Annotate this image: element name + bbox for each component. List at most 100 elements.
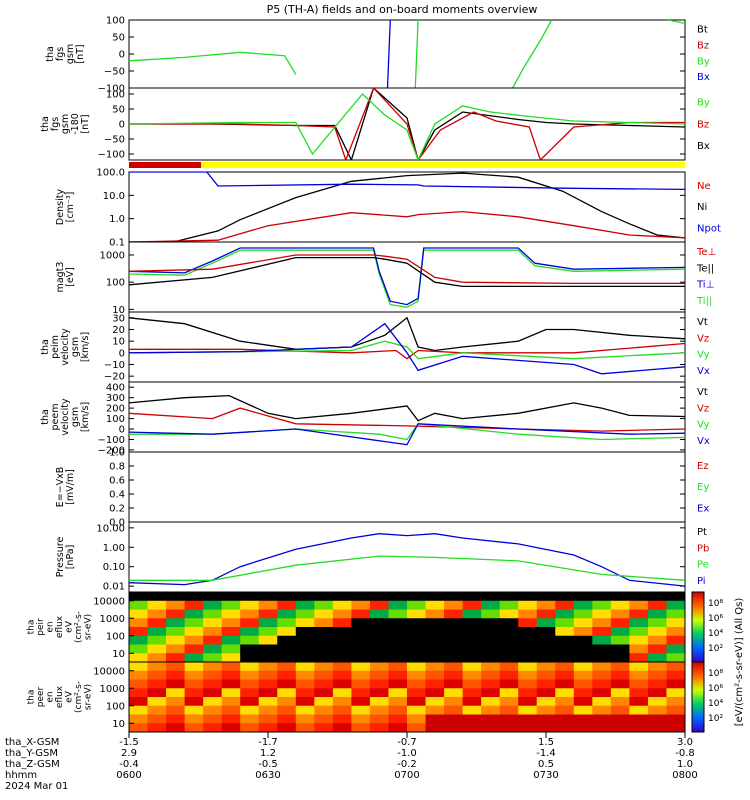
spectrogram-cell [203, 705, 223, 715]
spectrogram-cell [592, 697, 612, 707]
y-tick-label: −20 [104, 372, 125, 383]
spectrogram-cell [499, 697, 519, 707]
spectrogram-cell [166, 618, 186, 628]
spectrogram-cell [629, 592, 649, 602]
spectrogram-cell [369, 679, 389, 689]
spectrogram-cell [166, 592, 186, 602]
y-tick-label: −10 [104, 360, 125, 371]
y-axis-label: magt3 [55, 262, 66, 293]
spectrogram-cell [221, 644, 241, 654]
spectrogram-cell [369, 723, 389, 733]
legend-Ni: Ni [697, 202, 707, 213]
spectrogram-cell [499, 627, 519, 637]
spectrogram-cell [203, 627, 223, 637]
spectrogram-cell [203, 644, 223, 654]
y-tick-label: 300 [106, 393, 125, 404]
spectrogram-cell [481, 662, 501, 672]
spectrogram-cell [629, 688, 649, 698]
y-axis-label: gsm [65, 44, 76, 64]
y-axis-label: velocity [60, 398, 71, 436]
spectrogram-cell [407, 662, 427, 672]
series-group-pressure [129, 533, 685, 587]
spectrogram-cell [555, 662, 575, 672]
spectrogram-cell [610, 644, 630, 654]
spectrogram-cell [629, 714, 649, 724]
spectrogram-cell [184, 670, 204, 680]
spectrogram-cell [203, 714, 223, 724]
spectrogram-cell [332, 618, 352, 628]
spectrogram-cell [369, 627, 389, 637]
series-line-Bz [414, 20, 419, 88]
spectrogram-cell [203, 618, 223, 628]
spectrogram-cell [536, 670, 556, 680]
spectrogram-cell [536, 679, 556, 689]
y-tick-label: −200 [98, 445, 125, 456]
spectrogram-cell [369, 609, 389, 619]
y-tick-label: 10.00 [96, 523, 125, 534]
spectrogram-cell [203, 670, 223, 680]
spectrogram-cell [332, 600, 352, 610]
spectrogram-cell [499, 714, 519, 724]
spectrogram-cell [369, 618, 389, 628]
spectrogram-cell [444, 662, 464, 672]
spectrogram-cell [444, 592, 464, 602]
spectrogram-cell [407, 592, 427, 602]
spectrogram-cell [295, 670, 315, 680]
y-tick-label: 0 [119, 50, 125, 61]
spectrogram-cell [184, 592, 204, 602]
spectrogram-cell [240, 592, 260, 602]
series-line-Ni [129, 172, 685, 242]
spectrogram-cell [258, 670, 278, 680]
spectrogram-cell [407, 714, 427, 724]
spectrogram-cell [592, 670, 612, 680]
spectrogram-cell [369, 662, 389, 672]
spectrogram-cell [573, 662, 593, 672]
spectrogram-cell [147, 670, 167, 680]
spectrogram-cell [666, 635, 686, 645]
spectrogram-cell [258, 714, 278, 724]
spectrogram-cell [462, 635, 482, 645]
spectrogram-cell [147, 609, 167, 619]
legend-Pe: Pe [697, 560, 709, 571]
spectrogram-cell [425, 697, 445, 707]
spectrogram-cell [407, 600, 427, 610]
y-axis-label: fgs [55, 47, 66, 61]
spectrogram-cell [518, 644, 538, 654]
legend-Pb: Pb [697, 543, 709, 554]
spectrogram-cell [147, 679, 167, 689]
spectrogram-cell [147, 705, 167, 715]
spectrogram-cell [407, 723, 427, 733]
spectrogram-cell [388, 662, 408, 672]
spectrogram-cell [277, 679, 297, 689]
y-tick-label: 1000 [100, 614, 125, 625]
panel-frame-density [128, 171, 686, 243]
spectrogram-cell [129, 600, 149, 610]
spectrogram-cell [666, 714, 686, 724]
spectrogram-cell [592, 714, 612, 724]
spectrogram-cell [147, 627, 167, 637]
x-tick-label: 2.9 [121, 748, 137, 759]
spectrogram-cell [332, 679, 352, 689]
y-axis-label: [nT] [80, 114, 91, 133]
spectrogram-cell [536, 627, 556, 637]
spectrogram-cell [573, 714, 593, 724]
spectrogram-cell [666, 653, 686, 663]
spectrogram-cell [314, 653, 334, 663]
spectrogram-cell [555, 600, 575, 610]
spectrogram-cell [388, 600, 408, 610]
spectrogram-cell [629, 697, 649, 707]
spectrogram-cell [351, 723, 371, 733]
spectrogram-cell [221, 697, 241, 707]
spectrogram-cell [407, 688, 427, 698]
y-axis-label: peer [36, 686, 46, 707]
x-tick-label: -1.0 [397, 748, 417, 759]
spectrogram-cell [518, 618, 538, 628]
y-tick-label: 100 [106, 701, 125, 712]
spectrogram-cell [388, 670, 408, 680]
legend-Ti||: Ti|| [696, 296, 712, 307]
series-group-fgs [129, 20, 685, 88]
y-axis-label: sr-eV) [84, 684, 94, 710]
spectrogram-cell [518, 688, 538, 698]
spectrogram-cell [369, 688, 389, 698]
